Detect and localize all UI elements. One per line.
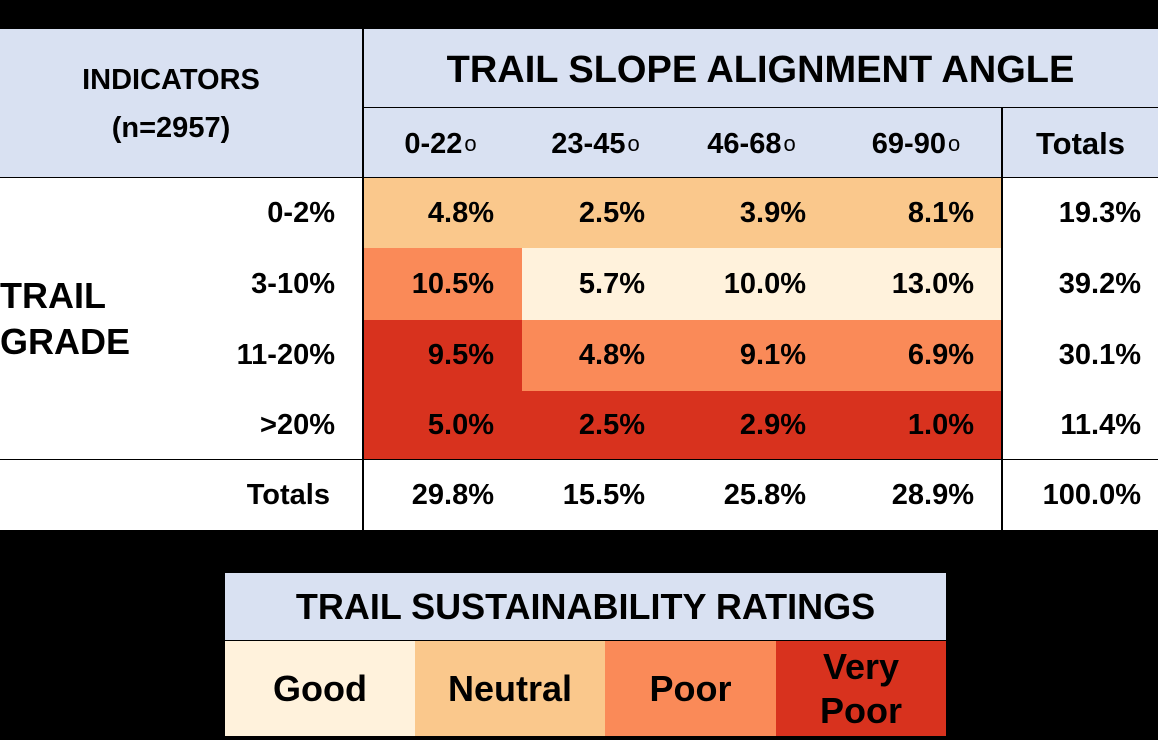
legend-item-label: Poor (819, 689, 902, 731)
legend-item-label: Neutral (447, 667, 573, 709)
row-total: 39.2% (1058, 267, 1141, 300)
data-cell: 9.1% (673, 320, 834, 391)
data-cell: 5.0% (363, 391, 522, 459)
indicators-label: INDICATORS (82, 63, 260, 96)
column-group-title: TRAIL SLOPE ALIGNMENT ANGLE (446, 48, 1075, 91)
grand-total: 100.0% (1042, 478, 1141, 511)
legend-item-label: Poor (649, 667, 732, 709)
column-header-label: 69-90 (871, 127, 946, 160)
totals-row-label: Totals (246, 478, 330, 511)
column-total: 25.8% (723, 478, 806, 511)
column-header-2: 23-45 o (522, 118, 669, 170)
data-cell: 5.7% (522, 248, 673, 320)
row-label: 11-20% (236, 339, 335, 371)
header-left-bg (0, 29, 363, 177)
data-cell: 13.0% (834, 248, 1002, 320)
totals-column-header: Totals (1036, 126, 1125, 161)
degree-symbol: o (627, 131, 640, 156)
column-total: 28.9% (891, 478, 974, 511)
column-header-label: 0-22 (404, 127, 463, 160)
data-cell: 8.1% (834, 178, 1002, 248)
data-cell: 2.5% (522, 391, 673, 459)
row-total: 19.3% (1058, 196, 1141, 229)
totals-column-divider (1001, 107, 1003, 530)
legend-item-neutral: Neutral (415, 641, 605, 736)
column-header-4: 69-90 o (834, 118, 998, 170)
legend-item-good: Good (225, 641, 415, 736)
data-cell: 4.8% (363, 178, 522, 248)
data-cell: 4.8% (522, 320, 673, 391)
totals-row-border (0, 459, 1158, 460)
data-cell: 9.5% (363, 320, 522, 391)
legend-divider (225, 640, 946, 641)
legend-item-label: Good (273, 667, 367, 709)
data-cell: 2.9% (673, 391, 834, 459)
column-total: 15.5% (562, 478, 645, 511)
row-label: >20% (260, 408, 335, 441)
row-label: 3-10% (251, 267, 335, 300)
row-label: 0-2% (267, 196, 335, 229)
degree-symbol: o (947, 131, 961, 156)
column-header-3: 46-68 o (673, 118, 830, 170)
column-total: 29.8% (411, 478, 494, 511)
legend-title-bg (225, 573, 946, 640)
data-cell: 10.5% (363, 248, 522, 320)
data-cell: 3.9% (673, 178, 834, 248)
data-cell: 2.5% (522, 178, 673, 248)
legend-title: TRAIL SUSTAINABILITY RATINGS (295, 586, 876, 627)
row-group-title-line1: TRAIL (0, 275, 106, 316)
degree-symbol: o (464, 131, 477, 156)
column-header-label: 46-68 (707, 127, 782, 160)
header-title-divider (363, 107, 1158, 108)
column-header-label: 23-45 (551, 127, 626, 160)
row-total: 30.1% (1058, 339, 1141, 371)
header-right-bg (363, 29, 1158, 177)
header-left-divider (362, 29, 364, 530)
column-header-1: 0-22 o (363, 118, 518, 170)
header-bottom-border (0, 177, 1158, 178)
legend-item-very-poor: Very Poor (776, 641, 946, 736)
data-cell: 10.0% (673, 248, 834, 320)
legend-item-poor: Poor (605, 641, 776, 736)
degree-symbol: o (783, 131, 796, 156)
data-cell: 1.0% (834, 391, 1002, 459)
sample-size-label: (n=2957) (111, 111, 231, 144)
row-total: 11.4% (1060, 408, 1141, 441)
legend-item-label: Very (822, 645, 900, 687)
data-cell: 6.9% (834, 320, 1002, 391)
row-group-title-line2: GRADE (0, 321, 131, 362)
